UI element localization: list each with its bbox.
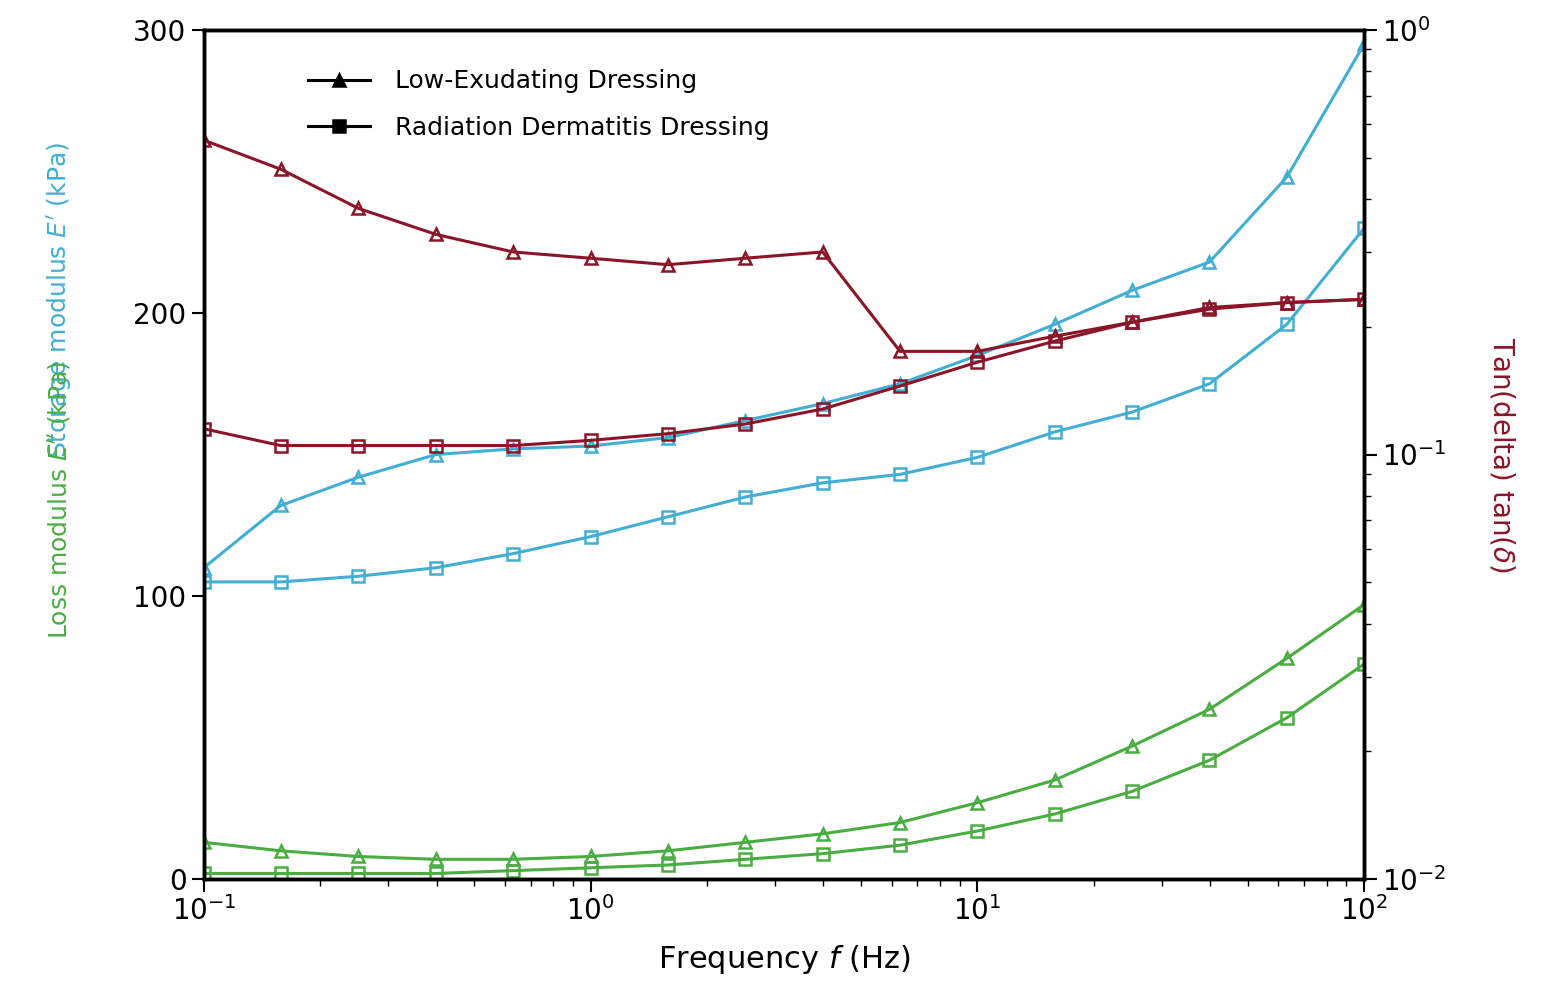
X-axis label: Frequency $f$ (Hz): Frequency $f$ (Hz) [657,943,911,976]
Text: Loss modulus $E''$ (kPa): Loss modulus $E''$ (kPa) [45,361,74,638]
Legend: Low-Exudating Dressing, Radiation Dermatitis Dressing: Low-Exudating Dressing, Radiation Dermat… [298,60,779,150]
Text: Storage modulus $E'$ (kPa): Storage modulus $E'$ (kPa) [45,142,74,458]
Y-axis label: Tan(delta) tan($\delta$): Tan(delta) tan($\delta$) [1488,337,1516,572]
